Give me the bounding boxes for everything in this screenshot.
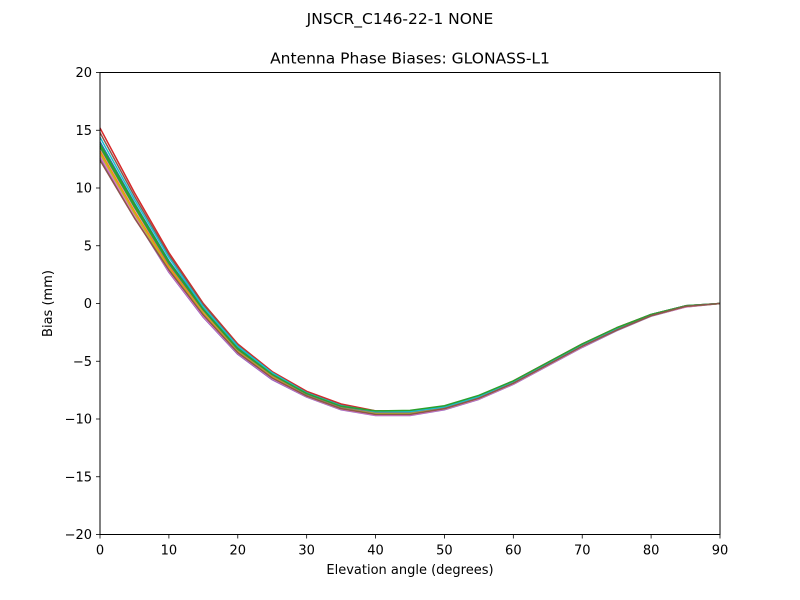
series-line-1: [99, 141, 721, 413]
series-line-2: [99, 150, 721, 414]
y-tick-label: 10: [75, 182, 92, 197]
series-line-10: [99, 136, 721, 413]
series-line-12: [99, 159, 721, 416]
series-line-8: [99, 147, 721, 414]
x-axis: 0 10 20 30 40 50 60 70 80 90: [96, 534, 729, 559]
series-line-7: [99, 155, 721, 416]
y-axis: −20 −15 −10 −5 0 5 10 15 20: [65, 66, 100, 543]
x-tick-label: 40: [367, 544, 384, 559]
y-tick-label: −5: [73, 355, 92, 370]
x-tick-label: 70: [574, 544, 591, 559]
series-line-3: [99, 143, 721, 413]
series-line-11: [99, 146, 721, 412]
series-layer: [99, 127, 721, 417]
x-tick-label: 20: [230, 544, 247, 559]
y-tick-label: 0: [84, 297, 92, 312]
series-line-6: [99, 132, 721, 413]
y-axis-label: Bias (mm): [41, 270, 56, 337]
x-tick-label: 0: [96, 544, 104, 559]
y-tick-label: −20: [65, 528, 92, 543]
x-tick-label: 30: [298, 544, 315, 559]
x-tick-label: 60: [505, 544, 522, 559]
series-line-9: [99, 152, 721, 415]
x-tick-label: 90: [712, 544, 729, 559]
y-tick-label: −10: [65, 413, 92, 428]
y-tick-label: 5: [84, 239, 92, 254]
chart-title: Antenna Phase Biases: GLONASS-L1: [270, 50, 550, 68]
y-tick-label: 20: [75, 66, 92, 81]
x-axis-label: Elevation angle (degrees): [326, 563, 493, 578]
series-line-4: [99, 127, 721, 412]
x-tick-label: 10: [161, 544, 178, 559]
x-tick-label: 50: [436, 544, 453, 559]
series-line-5: [99, 157, 721, 417]
y-tick-label: −15: [65, 470, 92, 485]
chart-suptitle: JNSCR_C146-22-1 NONE: [306, 10, 494, 29]
y-tick-label: 15: [75, 124, 92, 139]
x-tick-label: 80: [643, 544, 660, 559]
